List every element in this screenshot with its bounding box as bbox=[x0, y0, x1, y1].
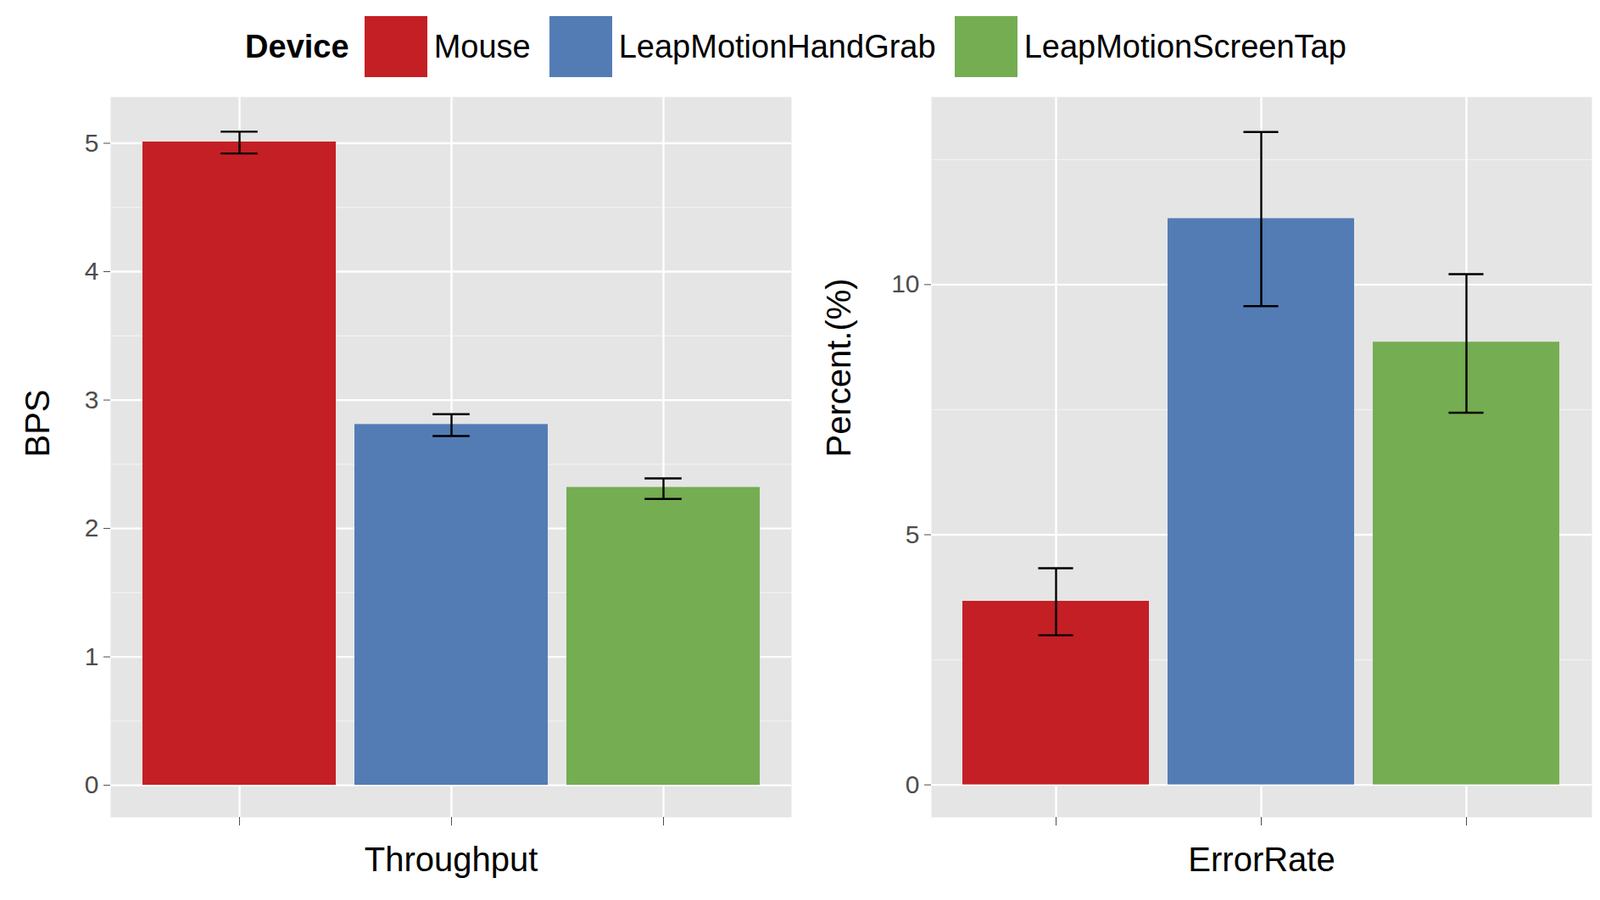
svg-text:0: 0 bbox=[84, 770, 100, 799]
html-text:LeapMotionScreenTap: LeapMotionScreenTap bbox=[1023, 28, 1347, 65]
html-text:Mouse: Mouse bbox=[433, 28, 531, 65]
svg-text:1: 1 bbox=[84, 642, 100, 671]
svg-text:BPS: BPS bbox=[18, 389, 56, 458]
svg-text:2: 2 bbox=[84, 513, 100, 542]
svg-text:ErrorRate: ErrorRate bbox=[1187, 841, 1335, 879]
svg-text:4: 4 bbox=[84, 256, 100, 285]
svg-text:3: 3 bbox=[84, 385, 100, 414]
svg-text:5: 5 bbox=[905, 520, 920, 549]
html-text:Device: Device bbox=[245, 28, 349, 65]
svg-text:0: 0 bbox=[905, 770, 920, 799]
svg-text:Percent.(%): Percent.(%) bbox=[819, 278, 858, 458]
html-text:LeapMotionHandGrab: LeapMotionHandGrab bbox=[618, 28, 936, 65]
svg-text:5: 5 bbox=[84, 128, 100, 157]
svg-text:Throughput: Throughput bbox=[364, 841, 539, 879]
svg-text:10: 10 bbox=[891, 269, 920, 298]
